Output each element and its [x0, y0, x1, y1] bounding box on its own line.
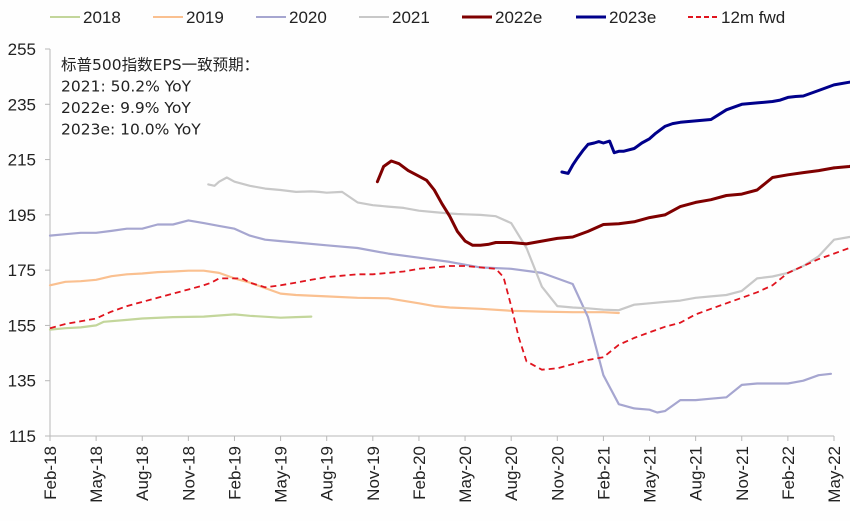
annotation-box: 标普500指数EPS一致预期： 2021: 50.2% YoY 2022e: 9.9… — [61, 56, 259, 139]
x-tick-label: Aug-20 — [502, 446, 521, 501]
plot-area — [48, 80, 850, 414]
axes: 115 135 155 175 195 215 235 255 Feb-18 May-18 Aug-… — [8, 40, 844, 503]
legend-label: 2022e — [495, 8, 542, 27]
legend-label: 2021 — [392, 8, 430, 27]
x-tick-label: Nov-18 — [179, 446, 198, 501]
legend-label: 2023e — [609, 8, 656, 27]
x-tick-label: May-21 — [641, 446, 660, 503]
series-line-2022e — [375, 159, 836, 247]
legend-label: 2020 — [289, 8, 327, 27]
y-tick-label: 255 — [8, 40, 36, 59]
series-line-12m-fwd — [49, 246, 850, 371]
x-tick-label: May-18 — [87, 446, 106, 503]
x-tick-label: Nov-19 — [364, 446, 383, 501]
x-tick-label: Feb-21 — [594, 446, 613, 500]
series-line-2022e-cont — [832, 164, 850, 170]
legend-label: 12m fwd — [721, 8, 785, 27]
x-tick-label: Feb-19 — [225, 446, 244, 500]
y-tick-label: 115 — [9, 427, 36, 446]
x-tick-label: Aug-18 — [133, 446, 152, 501]
x-tick-label: May-22 — [825, 446, 844, 503]
y-tick-label: 235 — [8, 95, 36, 114]
x-tick-label: Nov-21 — [733, 446, 752, 501]
series-line-2023e — [560, 80, 850, 175]
annotation-line: 2021: 50.2% YoY — [61, 78, 192, 96]
x-tick-label: Feb-20 — [410, 446, 429, 500]
x-tick-label: Aug-21 — [687, 446, 706, 501]
series-line-2020 — [48, 219, 833, 414]
annotation-line: 2023e: 10.0% YoY — [61, 121, 201, 139]
y-tick-label: 215 — [8, 151, 36, 170]
legend-label: 2019 — [186, 8, 224, 27]
y-tick-label: 155 — [8, 316, 36, 335]
y-tick-label: 135 — [8, 372, 36, 391]
x-tick-label: May-19 — [272, 446, 291, 503]
legend: 2018 2019 2020 2021 2022e 2023e 12m fwd — [50, 8, 785, 27]
series-line-2021 — [207, 176, 850, 312]
x-tick-label: Feb-18 — [41, 446, 60, 500]
annotation-line: 标普500指数EPS一致预期： — [61, 56, 259, 74]
y-tick-label: 195 — [8, 206, 36, 225]
annotation-line: 2022e: 9.9% YoY — [61, 99, 191, 117]
legend-label: 2018 — [83, 8, 121, 27]
x-tick-label: Aug-19 — [318, 446, 337, 501]
x-tick-label: Nov-20 — [548, 446, 567, 501]
series-line-2018 — [48, 313, 313, 331]
y-tick-label: 175 — [8, 261, 36, 280]
x-tick-label: Feb-22 — [779, 446, 798, 500]
x-tick-label: May-20 — [456, 446, 475, 503]
